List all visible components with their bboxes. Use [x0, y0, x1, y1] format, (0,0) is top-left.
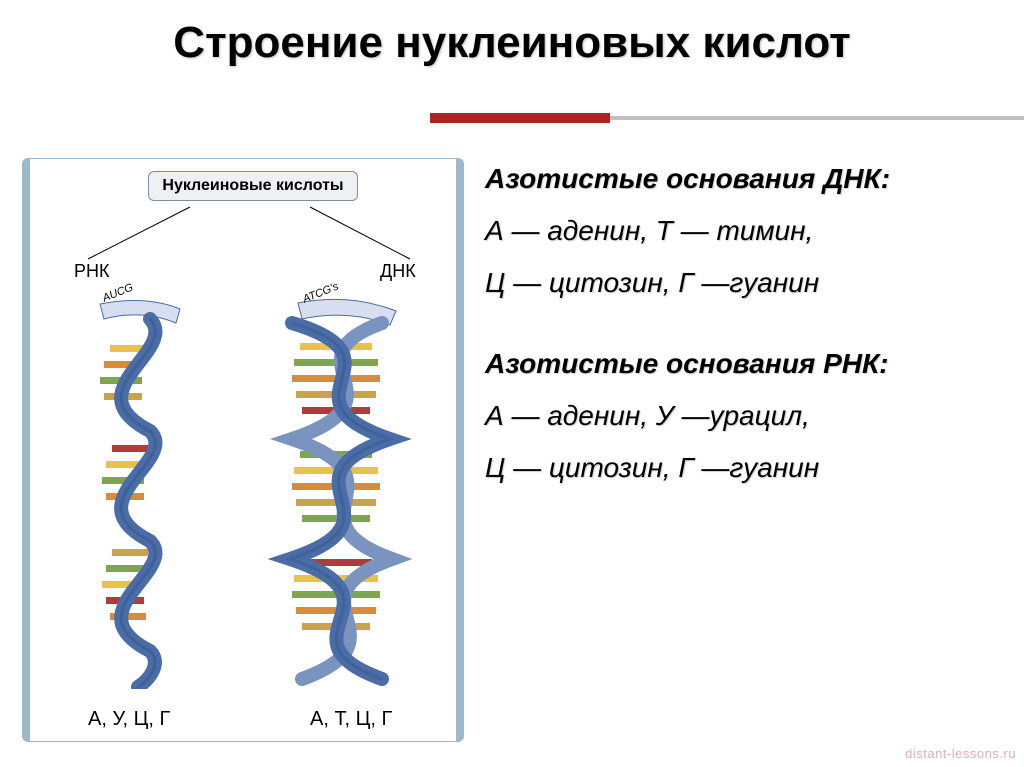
rna-bases-row: А, У, Ц, Г — [88, 708, 170, 731]
dna-line-2: Ц — цитозин, Г —гуанин — [485, 264, 1005, 302]
rna-label: РНК — [74, 261, 110, 282]
credit-text: distant-lessons.ru — [905, 746, 1016, 761]
content-text: Азотистые основания ДНК: А — аденин, Т —… — [485, 160, 1005, 501]
page-title: Строение нуклеиновых кислот — [0, 18, 1024, 68]
helix-svg — [40, 291, 450, 689]
rna-line-2: Ц — цитозин, Г —гуанин — [485, 449, 1005, 487]
dna-header: Азотистые основания ДНК: — [485, 160, 1005, 198]
rule-accent — [430, 113, 610, 123]
rna-line-1: А — аденин, У —урацил, — [485, 397, 1005, 435]
branch-lines-icon — [70, 203, 430, 263]
nucleic-acids-label: Нуклеиновые кислоты — [148, 171, 358, 201]
dna-label: ДНК — [380, 261, 416, 282]
helix-diagram: AUCG ATCG's — [40, 291, 450, 689]
diagram-panel: Нуклеиновые кислоты РНК ДНК AUCG ATCG's — [22, 158, 464, 742]
dna-bases-row: А, Т, Ц, Г — [310, 708, 392, 731]
dna-line-1: А — аденин, Т — тимин, — [485, 212, 1005, 250]
rna-header: Азотистые основания РНК: — [485, 345, 1005, 383]
